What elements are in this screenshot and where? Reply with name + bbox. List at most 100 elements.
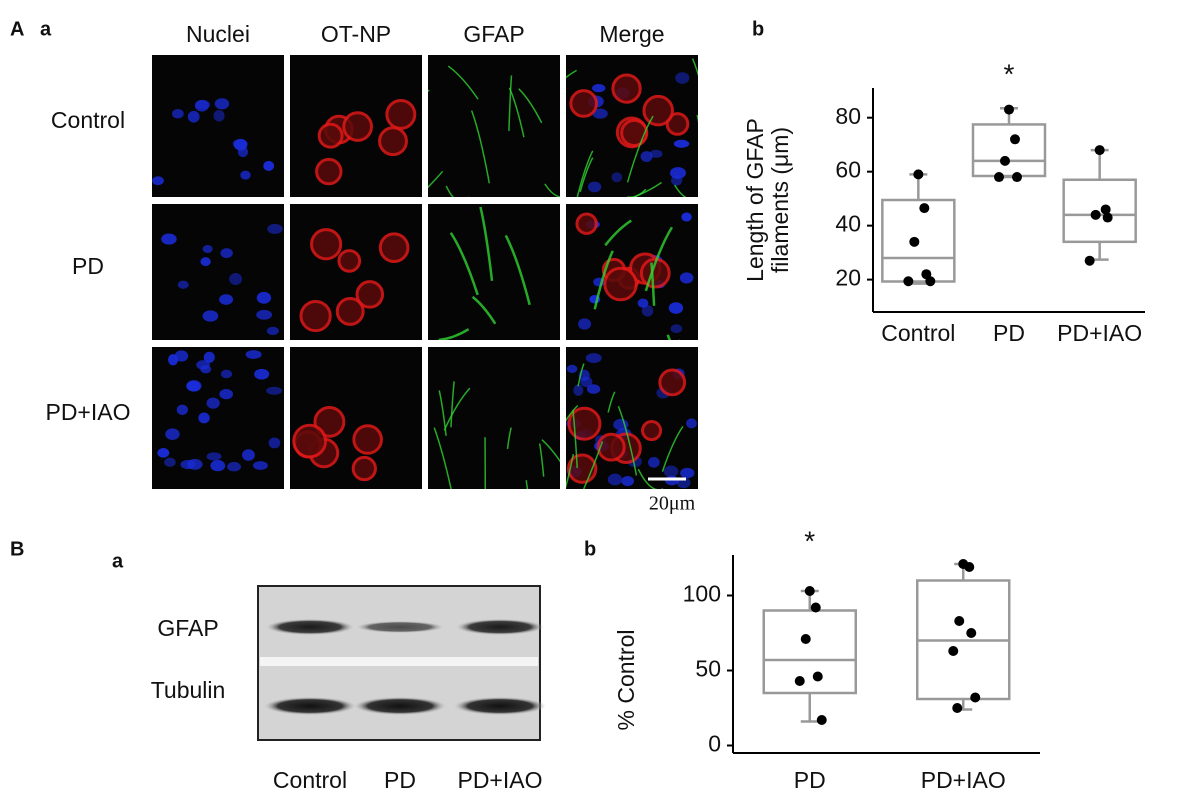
lane-label: PD+IAO	[457, 767, 542, 793]
nucleus	[663, 465, 679, 478]
nucleus	[220, 248, 233, 259]
y-tick-label: 20	[835, 265, 861, 291]
panel-letter: B	[10, 538, 24, 560]
nucleus	[252, 461, 268, 470]
data-point	[804, 586, 815, 596]
fiber	[449, 232, 479, 296]
nucleus	[586, 384, 601, 394]
fiber	[450, 381, 455, 428]
nucleus	[679, 272, 694, 284]
nucleus	[256, 291, 272, 304]
fiber	[661, 425, 684, 472]
cell	[292, 423, 328, 459]
fiber	[525, 480, 531, 489]
nucleus	[214, 98, 230, 110]
fiber	[443, 387, 471, 431]
nucleus	[220, 369, 233, 379]
nucleus	[611, 172, 623, 183]
box	[971, 123, 1047, 178]
micrograph	[428, 347, 560, 489]
nucleus	[200, 257, 211, 267]
nucleus	[648, 456, 660, 468]
data-point	[964, 562, 975, 572]
fiber	[566, 69, 577, 79]
cell	[335, 296, 365, 326]
data-point	[1090, 209, 1101, 220]
lane-label: Control	[273, 767, 347, 793]
nucleus	[186, 380, 201, 392]
fiber	[541, 439, 560, 463]
data-point	[812, 671, 823, 682]
nucleus	[592, 84, 606, 93]
nucleus	[592, 108, 608, 119]
nucleus	[203, 351, 215, 363]
column-label: Merge	[599, 21, 664, 47]
nucleus	[233, 138, 248, 151]
fiber	[593, 250, 614, 310]
micrograph	[290, 347, 422, 489]
data-point	[948, 646, 959, 656]
fiber	[538, 443, 545, 477]
data-point	[1100, 204, 1111, 215]
micrograph	[290, 55, 422, 197]
nucleus	[580, 376, 593, 388]
cell	[620, 118, 649, 147]
blot-row-label: GFAP	[157, 615, 218, 641]
nucleus	[194, 99, 209, 112]
micrograph	[152, 55, 284, 197]
nucleus	[607, 473, 623, 486]
nucleus	[174, 350, 189, 362]
nucleus	[227, 461, 242, 472]
data-point	[913, 169, 924, 180]
column-label: OT-NP	[321, 21, 391, 47]
data-point	[970, 692, 981, 703]
fiber	[696, 114, 698, 123]
nucleus	[641, 304, 654, 317]
data-point	[800, 634, 811, 644]
fiber	[447, 65, 479, 100]
fiber	[617, 405, 638, 476]
band	[454, 697, 546, 715]
nucleus	[670, 324, 683, 334]
x-tick-label: PD+IAO	[921, 767, 1006, 793]
cell	[385, 98, 417, 130]
data-point	[1102, 212, 1113, 223]
nucleus	[245, 350, 262, 359]
cell	[611, 73, 642, 104]
nucleus	[267, 223, 283, 234]
nucleus	[240, 170, 251, 180]
fiber	[604, 219, 632, 247]
band	[354, 697, 446, 715]
data-point	[816, 715, 827, 725]
fiber	[673, 184, 698, 197]
row-label: Control	[51, 107, 125, 133]
data-point	[903, 276, 914, 287]
cell	[658, 368, 687, 397]
nucleus	[680, 467, 695, 479]
fiber	[582, 441, 604, 489]
cell	[317, 122, 344, 149]
nucleus	[573, 384, 584, 396]
fiber	[438, 390, 447, 436]
y-axis-label: filaments (μm)	[767, 127, 793, 273]
column-label: GFAP	[463, 21, 524, 47]
data-point	[1012, 172, 1022, 183]
nucleus	[206, 452, 222, 461]
y-tick-label: 60	[835, 157, 861, 183]
band	[356, 621, 444, 633]
cell	[567, 406, 602, 441]
nucleus	[177, 280, 189, 289]
fiber	[577, 363, 585, 387]
fiber	[566, 453, 575, 489]
nucleus	[164, 457, 176, 467]
blot-row-label: Tubulin	[151, 677, 226, 703]
nucleus	[256, 309, 273, 320]
cell	[641, 419, 663, 442]
nucleus	[266, 326, 279, 336]
data-point	[1084, 255, 1095, 266]
fiber	[471, 295, 497, 325]
cell	[642, 94, 674, 127]
fiber	[637, 468, 664, 489]
data-point	[1004, 104, 1014, 115]
x-tick-label: PD+IAO	[1057, 320, 1142, 346]
